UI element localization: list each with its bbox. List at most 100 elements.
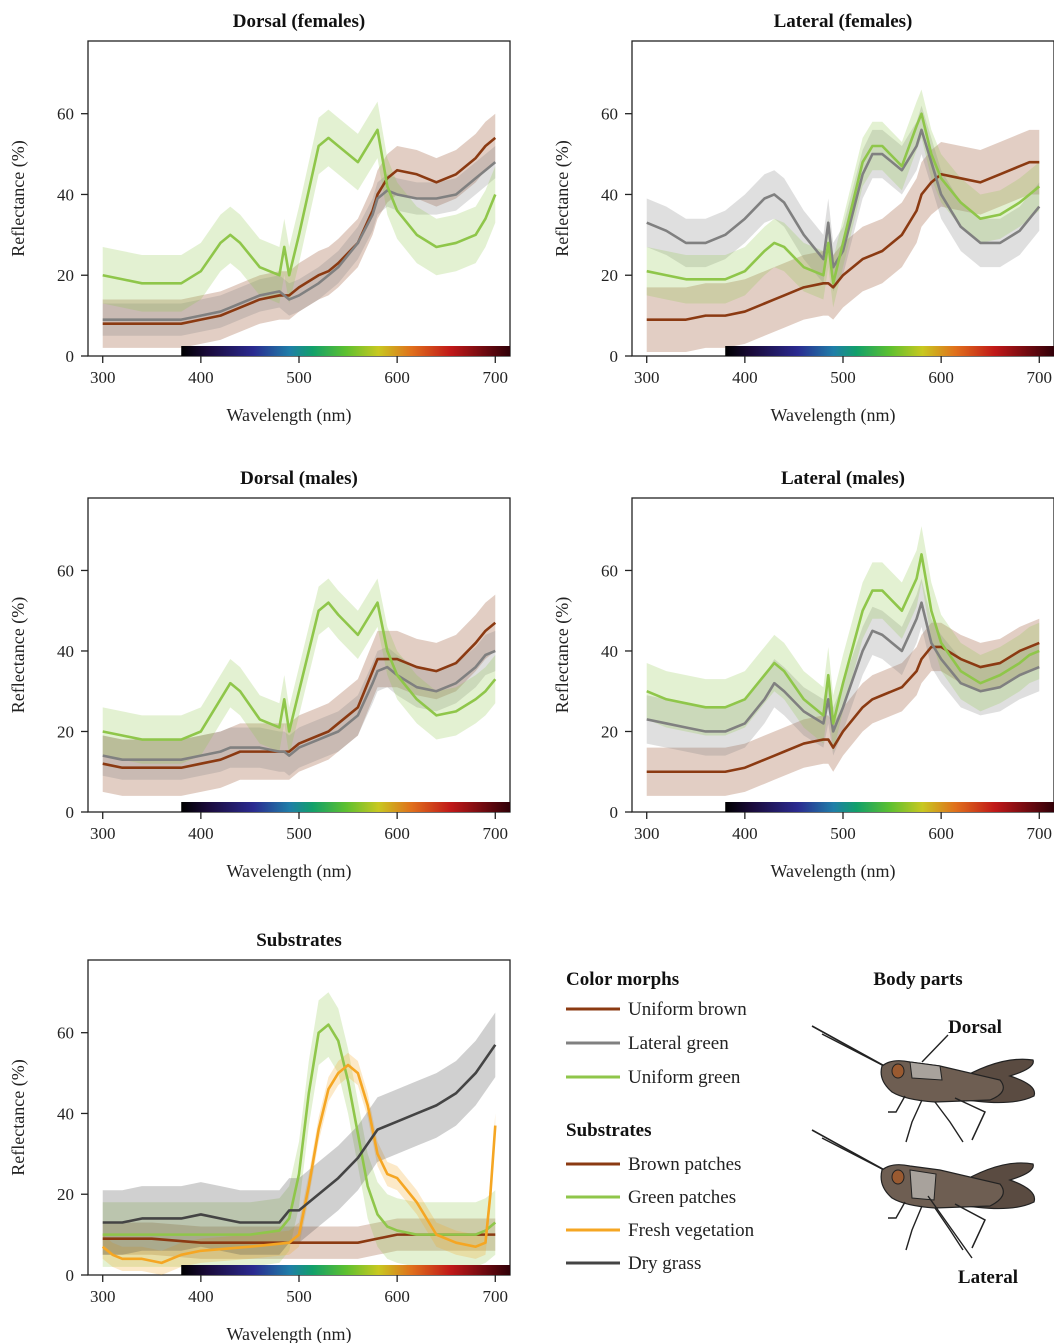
y-axis-label: Reflectance (%) bbox=[8, 597, 29, 713]
x-tick-label: 300 bbox=[634, 368, 660, 387]
series-band-brown-patches bbox=[102, 1218, 496, 1259]
chart-title: Dorsal (females) bbox=[233, 11, 365, 32]
x-tick-label: 600 bbox=[384, 824, 410, 843]
x-tick-label: 400 bbox=[188, 1287, 214, 1306]
spectrum-bar bbox=[181, 346, 511, 356]
y-tick-label: 20 bbox=[57, 1185, 74, 1204]
x-tick-label: 700 bbox=[1027, 368, 1053, 387]
y-tick-label: 0 bbox=[66, 803, 75, 822]
legend-morphs-heading: Color morphs bbox=[566, 969, 679, 990]
body-parts: Body parts Dorsal bbox=[811, 969, 1036, 1288]
plot-area bbox=[646, 526, 1040, 796]
chart-title: Lateral (females) bbox=[774, 11, 913, 32]
body-parts-heading: Body parts bbox=[873, 969, 962, 990]
x-tick-label: 600 bbox=[384, 368, 410, 387]
y-tick-label: 20 bbox=[601, 722, 618, 741]
x-axis-label: Wavelength (nm) bbox=[226, 405, 351, 426]
x-tick-label: 500 bbox=[286, 368, 312, 387]
plot-area bbox=[646, 89, 1041, 352]
y-tick-label: 40 bbox=[57, 185, 74, 204]
y-tick-label: 60 bbox=[601, 105, 618, 124]
series-line-uniform-green bbox=[646, 553, 1040, 725]
plot-frame bbox=[631, 497, 1054, 813]
series-line-lateral-green bbox=[646, 601, 1040, 733]
y-axis-label: Reflectance (%) bbox=[552, 597, 573, 713]
x-tick-label: 400 bbox=[188, 368, 214, 387]
y-axis-label: Reflectance (%) bbox=[552, 140, 573, 256]
series-band-uniform-green bbox=[102, 578, 496, 764]
y-tick-label: 40 bbox=[601, 642, 618, 661]
legend-morphs: Uniform brown Lateral green Uniform green bbox=[566, 999, 747, 1088]
chart-panel-1: Dorsal (females) 300 400 500 600 700 0 20 40 60 Wa… bbox=[8, 11, 511, 426]
series-band-lateral-green bbox=[646, 578, 1040, 756]
chart-title: Dorsal (males) bbox=[240, 468, 358, 489]
x-tick-label: 700 bbox=[1027, 824, 1053, 843]
grasshopper-dorsal-icon bbox=[811, 1025, 1036, 1143]
plot-frame bbox=[87, 959, 511, 1276]
x-tick-label: 700 bbox=[483, 368, 509, 387]
legend-label: Green patches bbox=[628, 1187, 736, 1208]
x-tick-label: 500 bbox=[286, 1287, 312, 1306]
spectrum-bar bbox=[725, 802, 1054, 812]
x-tick-label: 500 bbox=[286, 824, 312, 843]
spectrum-bar bbox=[181, 802, 511, 812]
y-tick-label: 0 bbox=[66, 1266, 75, 1285]
series-band-uniform-brown bbox=[102, 113, 496, 348]
y-tick-label: 60 bbox=[57, 105, 74, 124]
chart-title: Lateral (males) bbox=[781, 468, 905, 489]
spectrum-bar bbox=[181, 1265, 511, 1275]
x-tick-label: 600 bbox=[384, 1287, 410, 1306]
series-band-uniform-brown bbox=[102, 594, 496, 796]
series-line-green-patches bbox=[102, 1023, 497, 1236]
y-tick-label: 20 bbox=[601, 266, 618, 285]
series-line-uniform-brown bbox=[102, 621, 497, 770]
series-band-dry-grass bbox=[102, 1012, 496, 1255]
chart-panel-2: Lateral (females) 300 400 500 600 700 0 20 40 60 W… bbox=[552, 11, 1054, 426]
series-band-lateral-green bbox=[102, 630, 496, 780]
x-tick-label: 400 bbox=[732, 824, 758, 843]
y-tick-label: 20 bbox=[57, 266, 74, 285]
y-axis-label: Reflectance (%) bbox=[8, 140, 29, 256]
plot-area bbox=[102, 101, 497, 348]
x-axis-label: Wavelength (nm) bbox=[770, 861, 895, 882]
legend-substrates: Brown patches Green patches Fresh vegetati… bbox=[566, 1154, 755, 1274]
x-tick-label: 500 bbox=[830, 368, 856, 387]
plot-frame bbox=[631, 40, 1054, 357]
series-line-uniform-brown bbox=[646, 641, 1040, 774]
chart-panel-3: Dorsal (males) 300 400 500 600 700 0 20 40 60 Wave… bbox=[8, 468, 511, 882]
y-tick-label: 40 bbox=[57, 642, 74, 661]
plot-area bbox=[102, 578, 497, 796]
x-tick-label: 300 bbox=[90, 1287, 116, 1306]
series-line-uniform-green bbox=[102, 601, 497, 741]
x-axis-label: Wavelength (nm) bbox=[226, 1324, 351, 1343]
y-tick-label: 60 bbox=[57, 561, 74, 580]
x-tick-label: 400 bbox=[732, 368, 758, 387]
legend-label: Fresh vegetation bbox=[628, 1220, 755, 1241]
y-tick-label: 0 bbox=[66, 347, 75, 366]
plot-area bbox=[101, 992, 497, 1275]
y-tick-label: 40 bbox=[601, 185, 618, 204]
series-line-lateral-green bbox=[646, 128, 1041, 269]
series-band-uniform-green bbox=[646, 89, 1040, 308]
grasshopper-lateral-icon bbox=[811, 1129, 1036, 1259]
legend-label: Dry grass bbox=[628, 1253, 701, 1274]
chart-panel-4: Lateral (males) 300 400 500 600 700 0 20 40 60 Wav… bbox=[552, 468, 1054, 882]
series-line-lateral-green bbox=[102, 649, 496, 761]
series-band-uniform-green bbox=[102, 101, 496, 312]
y-tick-label: 0 bbox=[610, 347, 619, 366]
x-tick-label: 400 bbox=[188, 824, 214, 843]
dorsal-label: Dorsal bbox=[948, 1017, 1002, 1038]
y-axis-label: Reflectance (%) bbox=[8, 1059, 29, 1175]
legend-label: Uniform green bbox=[628, 1067, 741, 1088]
x-tick-label: 300 bbox=[634, 824, 660, 843]
series-line-uniform-green bbox=[102, 128, 497, 285]
series-line-uniform-brown bbox=[646, 160, 1040, 321]
x-tick-label: 500 bbox=[830, 824, 856, 843]
y-tick-label: 60 bbox=[57, 1024, 74, 1043]
series-band-uniform-green bbox=[646, 526, 1040, 752]
y-tick-label: 60 bbox=[601, 561, 618, 580]
series-line-fresh-vegetation bbox=[101, 1063, 497, 1265]
x-axis-label: Wavelength (nm) bbox=[226, 861, 351, 882]
series-line-dry-grass bbox=[102, 1044, 497, 1224]
